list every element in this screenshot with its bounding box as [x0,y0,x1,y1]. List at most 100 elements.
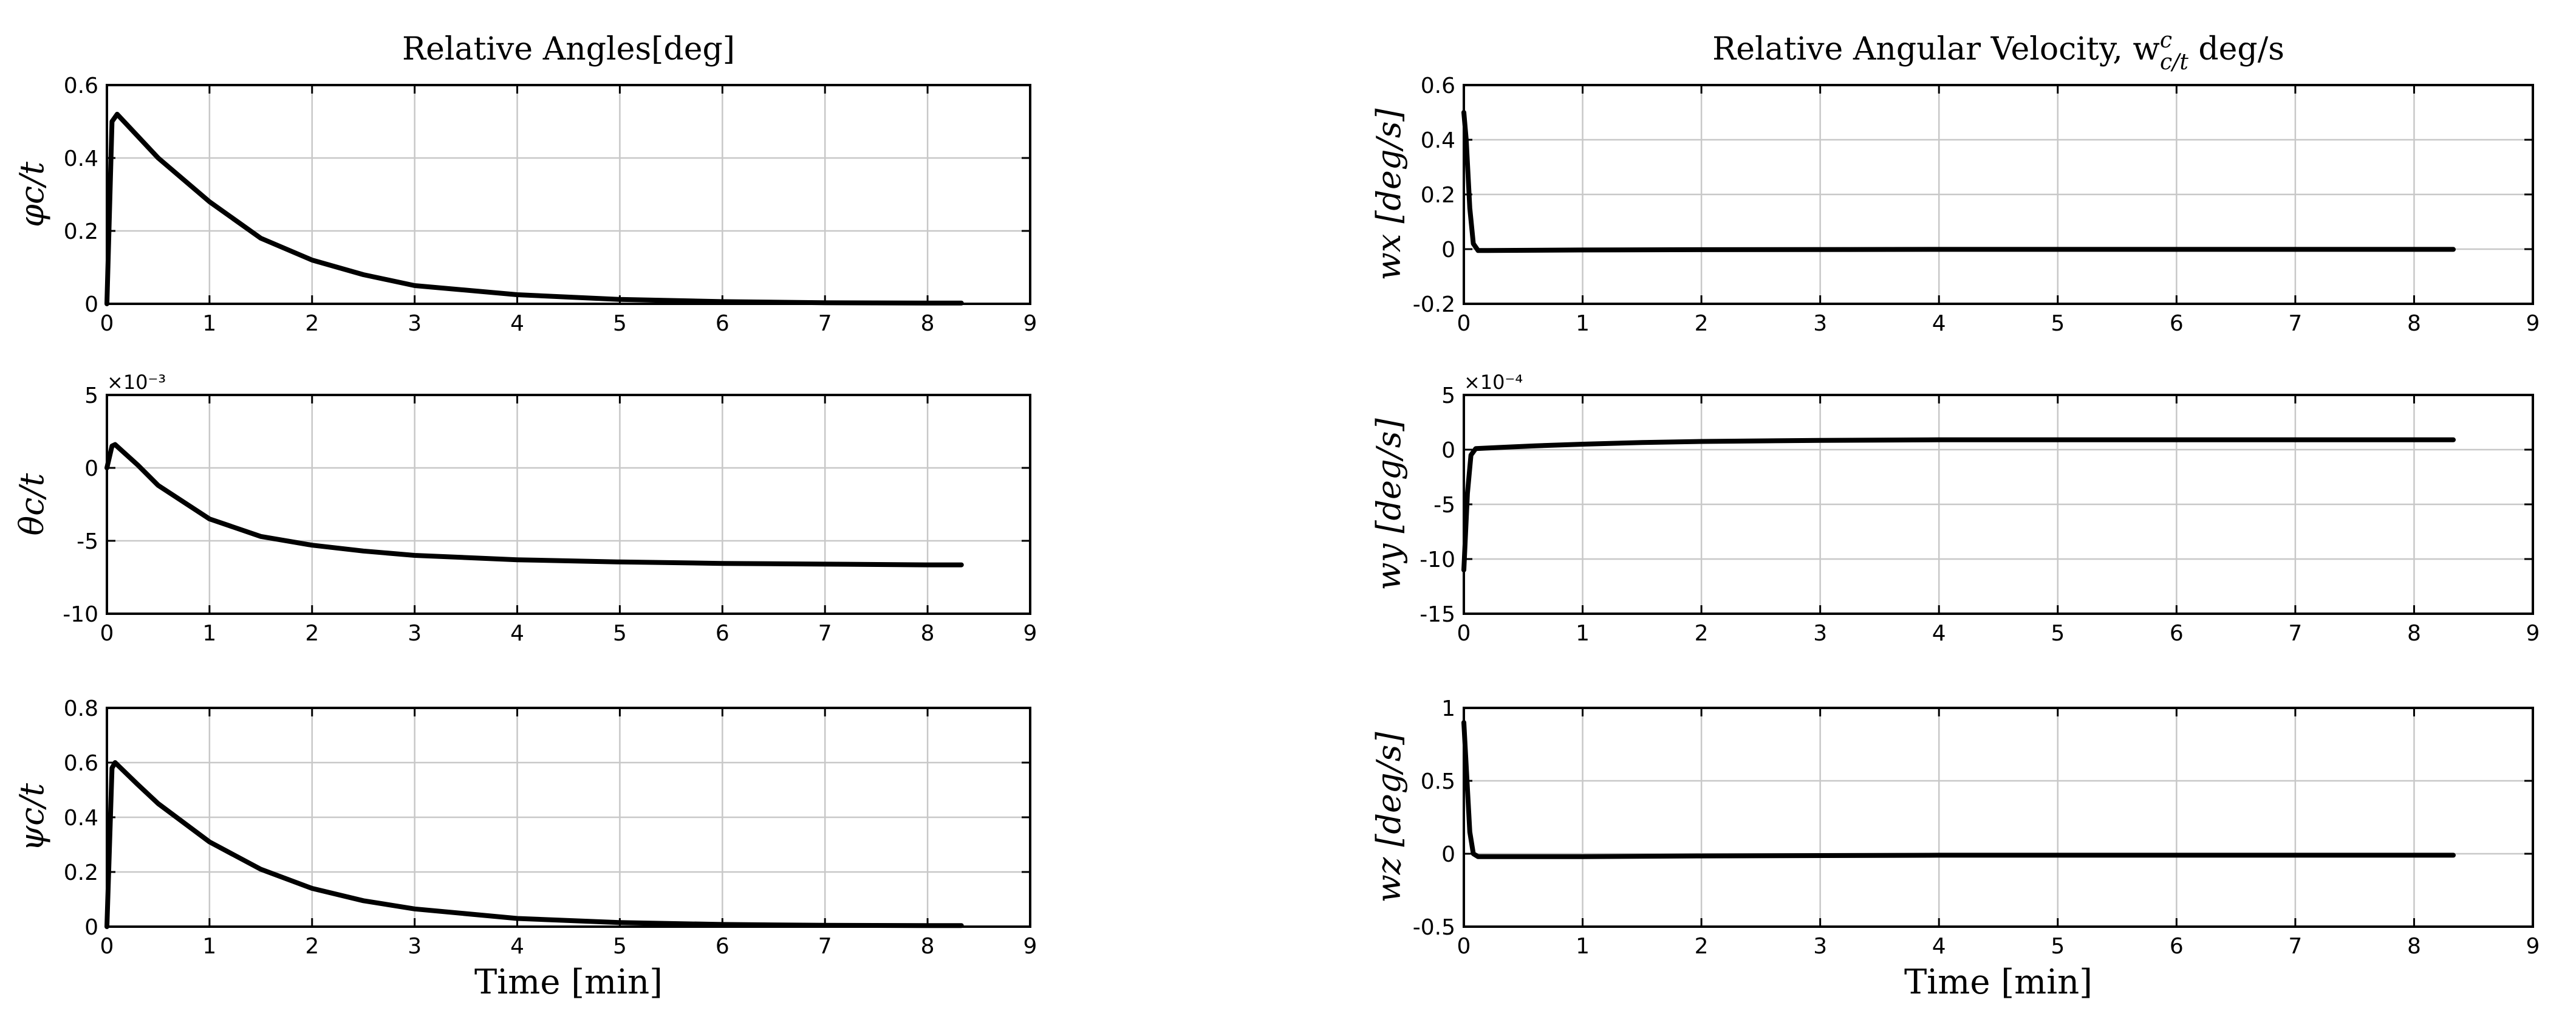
y-tick-label: -0.5 [1413,915,1455,940]
series-line-4-1 [1461,110,2456,253]
x-tick-label: 6 [716,621,729,646]
x-tick-label: 5 [613,311,627,336]
y-axis-label: ψc/t [13,783,51,851]
x-tick-label: 4 [510,621,524,646]
x-tick-label: 4 [510,934,524,959]
y-axis-label: wx [deg/s] [1370,108,1408,281]
x-tick-label: 8 [2407,934,2421,959]
chart-title: Relative Angles[deg] [402,31,735,67]
x-tick-label: 6 [2170,621,2184,646]
x-tick-label: 0 [1457,311,1471,336]
x-tick-label: 9 [1023,311,1037,336]
x-tick-label: 5 [613,934,627,959]
axes-box [106,394,1031,615]
x-tick-label: 3 [1813,934,1827,959]
y-tick-label: -15 [1420,602,1455,627]
x-tick-label: 7 [818,621,832,646]
x-tick-label: 2 [1695,934,1709,959]
x-tick-label: 8 [921,621,935,646]
y-tick-label: 0.6 [64,74,98,98]
y-tick-label: -10 [1420,547,1455,572]
chart-title-suffix: deg/s [2188,31,2284,67]
x-tick-label: 3 [408,311,422,336]
series-line-3-1 [104,760,964,929]
y-tick-label: 0 [1441,842,1455,867]
x-tick-label: 4 [1932,621,1946,646]
x-tick-label: 8 [921,934,935,959]
series-line-5-1 [1461,437,2456,572]
x-tick-label: 4 [510,311,524,336]
x-tick-label: 8 [2407,311,2421,336]
x-tick-label: 1 [202,934,216,959]
x-tick-label: 4 [1932,934,1946,959]
x-tick-label: 6 [716,311,729,336]
x-tick-label: 5 [2051,934,2065,959]
x-tick-label: 9 [2526,621,2540,646]
y-tick-label: 1 [1441,696,1455,721]
x-tick-label: 9 [2526,934,2540,959]
y-tick-label: 0.4 [64,806,98,831]
chart-title-superscript: c [2160,28,2172,53]
x-tick-label: 0 [100,934,114,959]
x-tick-label: 8 [921,311,935,336]
x-tick-label: 8 [2407,621,2421,646]
y-tick-label: 0.6 [1421,74,1455,98]
series-line-1-1 [104,112,964,306]
x-tick-label: 0 [1457,934,1471,959]
x-tick-label: 2 [1695,311,1709,336]
x-tick-label: 9 [1023,621,1037,646]
x-tick-label: 6 [2170,934,2184,959]
series-line-6-1 [1461,720,2456,859]
x-tick-label: 0 [100,621,114,646]
x-tick-label: 1 [202,311,216,336]
x-tick-label: 1 [1576,311,1590,336]
series-line-2-1 [104,442,964,568]
y-tick-label: 0.2 [64,860,98,885]
y-tick-label: 0 [84,456,98,481]
x-tick-label: 0 [1457,621,1471,646]
y-axis-label: φc/t [13,162,51,227]
x-tick-label: 9 [2526,311,2540,336]
x-tick-label: 2 [305,311,319,336]
chart-title-subscript: c/t [2160,50,2188,75]
chart-title-main: Relative Angular Velocity, w [1712,31,2160,67]
y-tick-label: 0.2 [1421,183,1455,208]
y-tick-label: 0 [84,292,98,317]
y-tick-label: 0 [1441,238,1455,263]
x-tick-label: 1 [202,621,216,646]
y-tick-label: -5 [77,529,98,554]
x-tick-label: 5 [2051,621,2065,646]
y-tick-label: 0 [1441,438,1455,463]
axis-exponent-label: ×10⁻⁴ [1464,371,1523,394]
x-axis-label: Time [min] [1904,963,2093,1002]
y-tick-label: -5 [1433,493,1455,518]
x-tick-label: 4 [1932,311,1946,336]
y-tick-label: 0 [84,915,98,940]
axes-box [1463,707,2534,928]
x-tick-label: 7 [2288,934,2302,959]
x-tick-label: 2 [305,621,319,646]
y-tick-label: 0.4 [64,146,98,171]
chart-title: Relative Angular Velocity, wc c/t deg/s [1712,28,2284,75]
x-tick-label: 7 [2288,311,2302,336]
axis-exponent-label: ×10⁻³ [107,371,166,394]
y-tick-label: 0.5 [1421,769,1455,794]
x-tick-label: 9 [1023,934,1037,959]
x-tick-label: 7 [2288,621,2302,646]
x-tick-label: 6 [716,934,729,959]
x-tick-label: 3 [408,934,422,959]
x-tick-label: 1 [1576,621,1590,646]
x-tick-label: 3 [1813,621,1827,646]
chart-title-main: Relative Angles[deg] [402,31,735,67]
y-tick-label: 5 [1441,383,1455,408]
x-axis-label: Time [min] [474,963,663,1002]
y-tick-label: 0.4 [1421,128,1455,153]
x-tick-label: 2 [305,934,319,959]
y-tick-label: 0.2 [64,219,98,244]
x-tick-label: 3 [1813,311,1827,336]
y-tick-label: 0.8 [64,696,98,721]
y-tick-label: 5 [84,383,98,408]
x-tick-label: 1 [1576,934,1590,959]
axes-box [106,84,1031,305]
